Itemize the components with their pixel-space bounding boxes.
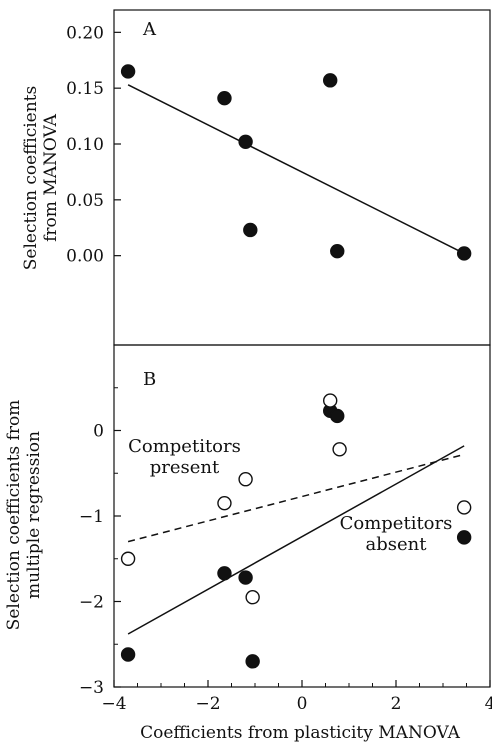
panel-a-ytick-label: 0.20 — [66, 23, 104, 43]
panel-b-open-point — [332, 442, 347, 457]
panel-a-filled-point — [120, 64, 136, 79]
panel-b-filled-point — [217, 566, 232, 581]
panel-a-ylabel-line1: Selection coefficients — [21, 86, 41, 270]
panel-b-open-point — [323, 393, 338, 408]
x-tick-label: 0 — [297, 694, 308, 714]
panel-b-filled-point — [245, 654, 260, 669]
panel-a-filled-point — [217, 91, 232, 106]
x-tick-label: 2 — [391, 694, 402, 714]
panel-b-open-point — [238, 472, 253, 487]
panel-b-open-point — [456, 500, 472, 515]
panel-a-frame — [113, 9, 491, 346]
panel-a-fit-line-solid — [127, 84, 465, 255]
chart-marks: 0.00 0.05 0.10 0.15 0.20 −3 −2 −1 0 −4 −2 0 2 4 Compet… — [66, 23, 492, 714]
panel-b-open-point — [217, 495, 232, 511]
panel-a-ytick-label: 0.05 — [66, 191, 104, 211]
annotation-line1: Competitors — [128, 436, 241, 457]
annotation-line2: absent — [366, 534, 428, 555]
x-axis-label: Coefficients from plasticity MANOVA — [140, 723, 460, 743]
x-tick-label: −4 — [101, 694, 126, 714]
panel-a-filled-point — [456, 246, 472, 261]
panel-b-ytick-label: −3 — [79, 678, 104, 698]
panel-a-ytick-label: 0.10 — [66, 135, 104, 155]
panel-a-filled-point — [323, 73, 338, 88]
panel-a-ytick-label: 0.15 — [66, 79, 104, 99]
panel-b-open-point — [245, 590, 260, 605]
x-tick-label: 4 — [485, 694, 492, 714]
panel-b-filled-point — [456, 530, 472, 545]
panel-b-ylabel-line2: multiple regression — [24, 431, 44, 599]
panel-b-fit-line-dashed — [127, 453, 465, 543]
panel-b-ytick-label: 0 — [93, 422, 104, 442]
panel-b-label: B — [143, 369, 156, 390]
panel-b-ylabel-line1: Selection coefficients from — [4, 400, 24, 631]
panel-a-label: A — [142, 19, 157, 40]
panel-b-ytick-label: −2 — [79, 593, 104, 613]
panel-b-filled-point — [238, 570, 253, 585]
panel-b-open-point — [120, 551, 136, 566]
panel-a-filled-point — [243, 222, 258, 238]
panel-a-ytick-label: 0.00 — [66, 247, 104, 267]
annotation-line2: present — [150, 457, 220, 478]
panel-b-fit-line-solid — [127, 445, 465, 635]
panel-a-filled-point — [238, 134, 253, 149]
panel-b-filled-point — [330, 408, 345, 424]
panel-a-filled-point — [330, 243, 345, 259]
x-tick-label: −2 — [195, 694, 220, 714]
annotation-line1: Competitors — [340, 513, 453, 534]
panel-a-ylabel-line2: from MANOVA — [41, 113, 61, 241]
panel-b-ytick-label: −1 — [79, 507, 104, 527]
panel-b-filled-point — [120, 647, 136, 662]
